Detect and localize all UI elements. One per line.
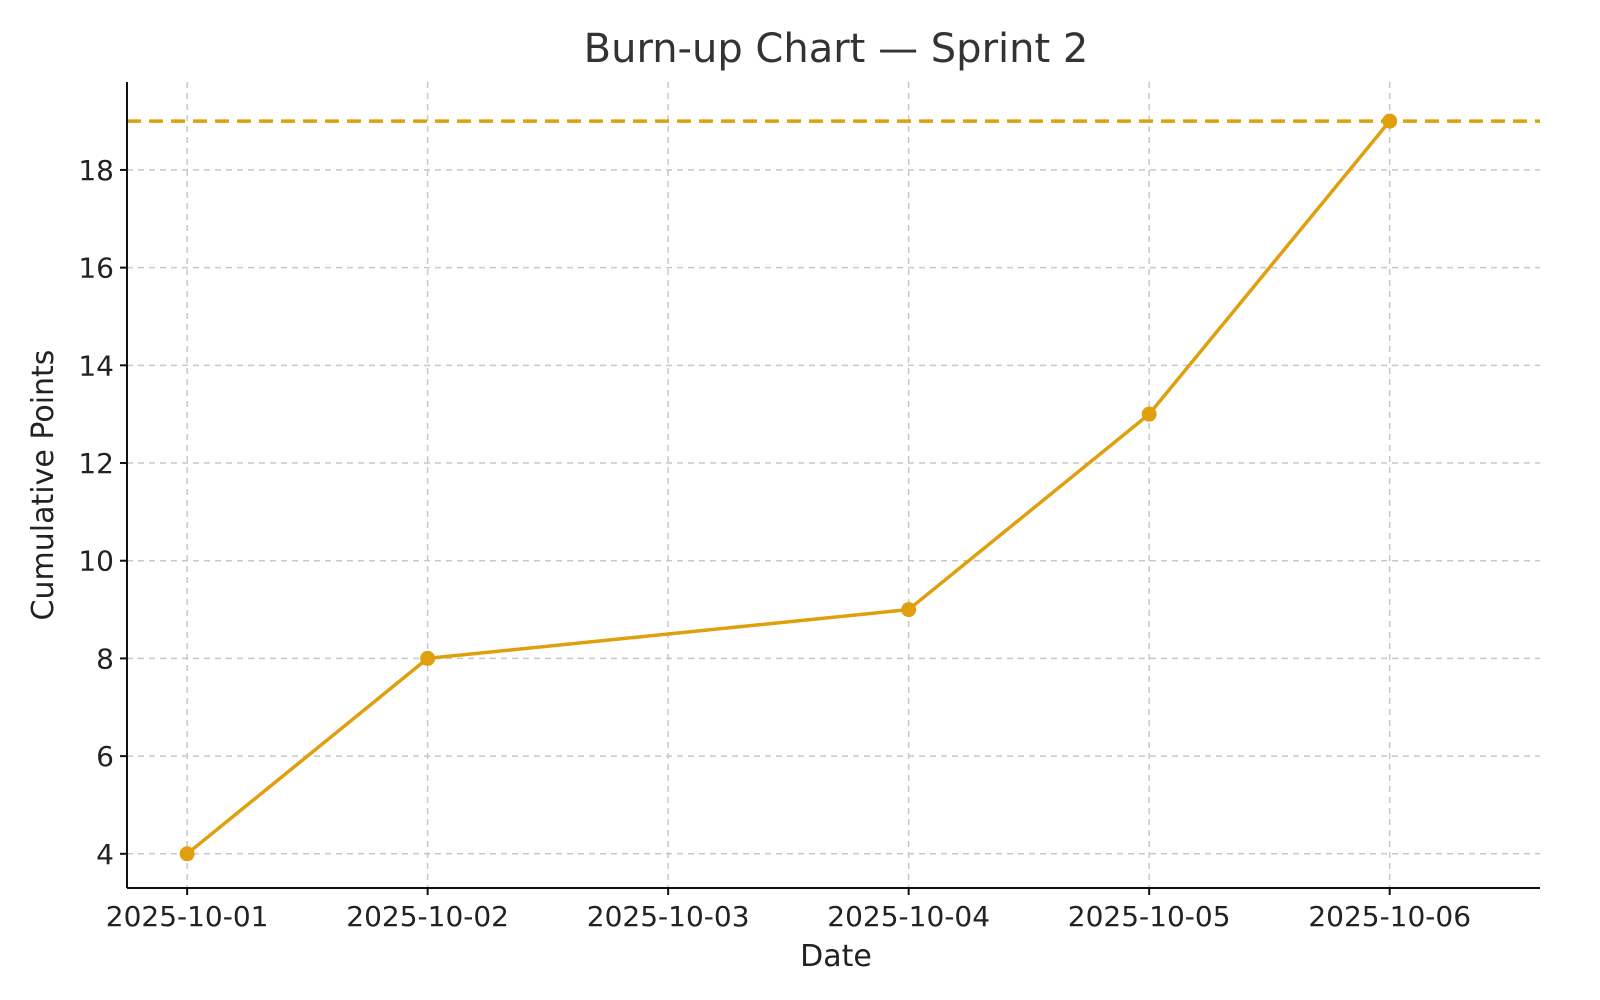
data-point-2025-10-05 xyxy=(1141,406,1157,422)
x-tick-label-2025-10-06: 2025-10-06 xyxy=(1308,900,1471,933)
series-line-0 xyxy=(185,119,1392,856)
x-tick-label-2025-10-05: 2025-10-05 xyxy=(1068,900,1231,933)
y-tick-label-10: 10 xyxy=(78,545,114,578)
y-tick-label-8: 8 xyxy=(96,642,114,675)
x-tick-label-2025-10-02: 2025-10-02 xyxy=(346,900,509,933)
y-tick-label-6: 6 xyxy=(96,740,114,773)
series-layer xyxy=(179,113,1398,862)
y-tick-label-14: 14 xyxy=(78,349,114,382)
labels-layer: Burn-up Chart — Sprint 2 Date Cumulative… xyxy=(26,26,1088,974)
y-tick-label-16: 16 xyxy=(78,252,114,285)
data-point-2025-10-01 xyxy=(179,846,195,862)
grid-layer xyxy=(127,82,1540,888)
data-point-2025-10-04 xyxy=(901,602,917,618)
y-tick-label-12: 12 xyxy=(78,447,114,480)
x-axis-label: Date xyxy=(800,939,872,974)
x-tick-label-2025-10-03: 2025-10-03 xyxy=(587,900,750,933)
chart-title: Burn-up Chart — Sprint 2 xyxy=(584,26,1089,72)
x-tick-label-2025-10-01: 2025-10-01 xyxy=(106,900,269,933)
y-tick-label-18: 18 xyxy=(78,154,114,187)
data-point-2025-10-02 xyxy=(420,650,436,666)
y-axis-label: Cumulative Points xyxy=(26,350,61,621)
data-point-2025-10-06 xyxy=(1382,113,1398,129)
y-tick-label-4: 4 xyxy=(96,838,114,871)
axes-layer: 2025-10-01 2025-10-02 2025-10-03 2025-10-04… xyxy=(78,82,1540,933)
x-tick-label-2025-10-04: 2025-10-04 xyxy=(827,900,990,933)
